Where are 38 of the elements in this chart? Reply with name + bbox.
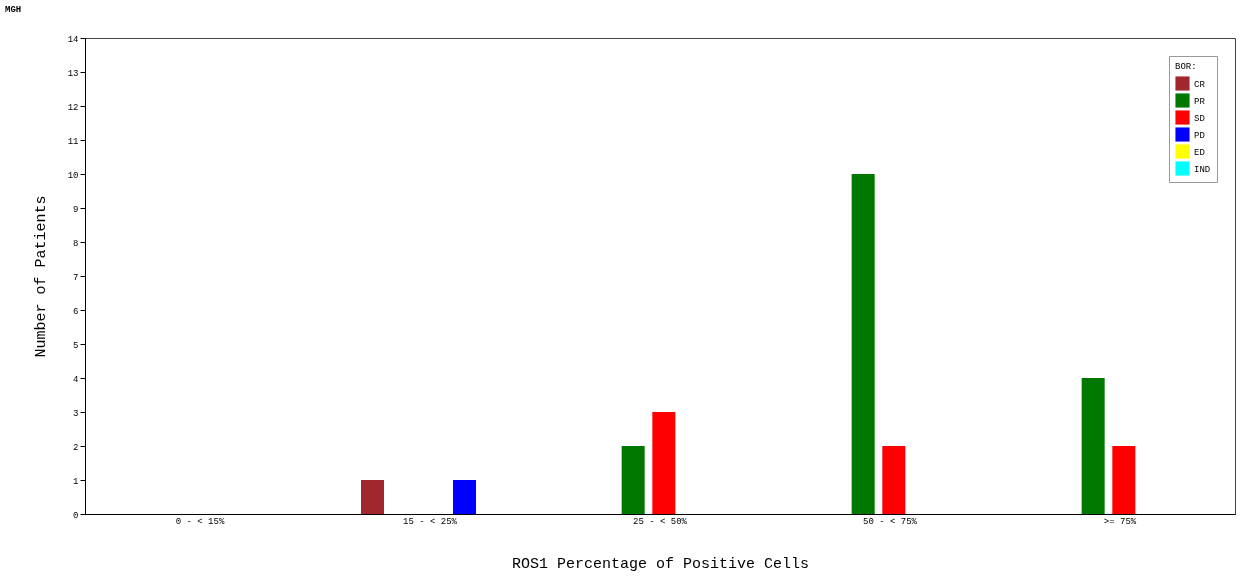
text: MGH: [5, 5, 22, 15]
bar: [652, 412, 676, 514]
y-tick-label: 4: [73, 374, 79, 385]
bar: [882, 446, 906, 514]
bar: [851, 174, 875, 514]
y-tick-label: 0: [73, 510, 79, 521]
legend-label: CR: [1194, 79, 1206, 90]
bar: [621, 446, 645, 514]
y-tick-label: 6: [73, 306, 79, 317]
bar: [361, 480, 384, 514]
y-axis-title: Number of Patients: [32, 195, 50, 358]
x-tick-label: 50 - < 75%: [862, 516, 918, 527]
y-tick-label: 13: [67, 68, 79, 79]
y-tick-label: 9: [73, 204, 79, 215]
y-tick-label: 5: [73, 340, 79, 351]
x-tick-label: 15 - < 25%: [402, 516, 458, 527]
legend-label: SD: [1194, 113, 1205, 124]
legend-label: ED: [1194, 147, 1205, 158]
y-tick-label: 7: [73, 272, 79, 283]
x-tick-label: 0 - < 15%: [175, 516, 225, 527]
y-tick-label: 1: [73, 476, 79, 487]
y-tick-label: 3: [73, 408, 79, 419]
legend-title: BOR:: [1175, 62, 1197, 72]
legend-label: PR: [1194, 96, 1206, 107]
y-tick-label: 11: [67, 136, 79, 147]
y-tick-label: 8: [73, 238, 79, 249]
x-tick-label: 25 - < 50%: [632, 516, 688, 527]
bar: [1081, 378, 1105, 514]
x-axis-title: ROS1 Percentage of Positive Cells: [511, 555, 810, 573]
bar: [1112, 446, 1136, 514]
y-tick-label: 10: [67, 170, 79, 181]
bar: [453, 480, 476, 514]
legend-label: IND: [1194, 164, 1211, 175]
y-tick-label: 12: [67, 102, 79, 113]
legend-label: PD: [1194, 130, 1205, 141]
y-tick-label: 14: [67, 34, 79, 45]
y-tick-label: 2: [73, 442, 79, 453]
x-tick-label: >= 75%: [1103, 516, 1137, 527]
